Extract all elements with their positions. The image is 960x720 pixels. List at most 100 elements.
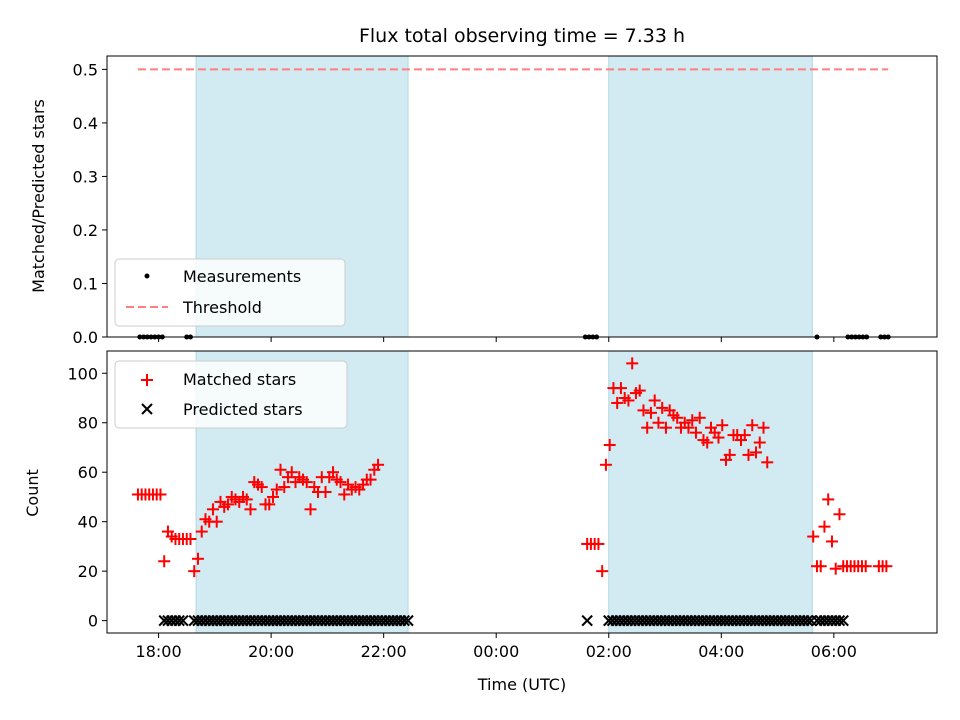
y-tick-label: 0.2	[73, 221, 98, 240]
matched-point	[659, 421, 672, 434]
matched-point	[592, 537, 605, 550]
top-panel-frame	[106, 55, 938, 338]
predicted-point	[833, 614, 846, 627]
legend-predicted-label: Predicted stars	[183, 400, 303, 419]
y-tick-label: 0.4	[73, 114, 98, 133]
predicted-point	[801, 614, 814, 627]
predicted-point	[402, 614, 414, 627]
matched-point	[689, 426, 702, 439]
matched-point	[154, 488, 167, 501]
matched-point	[814, 560, 827, 573]
top-legend: Measurements Threshold	[114, 258, 346, 327]
matched-point	[191, 552, 204, 565]
matched-point	[267, 490, 279, 503]
matched-point	[611, 396, 624, 409]
matched-point	[701, 436, 714, 449]
matched-point	[338, 488, 351, 501]
matched-point	[270, 483, 283, 496]
top-legend-box	[114, 258, 346, 327]
legend-predicted-marker	[141, 403, 153, 415]
matched-point	[742, 448, 755, 461]
matched-point	[327, 466, 340, 479]
y-tick-label: 20	[78, 562, 98, 581]
bottom-panel: 0 20 40 60 80 100 18:00 20:00 22:00 00:00 02:00 04…	[23, 350, 938, 694]
matched-point	[880, 560, 893, 573]
x-tick-label: 20:00	[248, 642, 294, 661]
y-tick-label: 100	[67, 364, 98, 383]
matched-point	[723, 448, 736, 461]
y-tick-label: 0.1	[73, 274, 98, 293]
matched-point	[829, 562, 842, 575]
matched-point	[300, 476, 313, 489]
matched-point	[686, 414, 699, 427]
predicted-point	[177, 614, 189, 627]
top-y-axis-label: Matched/Predicted stars	[29, 99, 48, 293]
matched-point	[319, 486, 332, 498]
legend-measurements-label: Measurements	[183, 267, 301, 286]
matched-point	[206, 503, 219, 516]
matched-point	[221, 498, 234, 511]
matched-point	[195, 525, 208, 538]
matched-point	[637, 404, 650, 417]
matched-point	[278, 481, 291, 494]
matched-point	[644, 406, 657, 419]
legend-matched-label: Matched stars	[183, 370, 296, 389]
predicted-point	[398, 614, 411, 627]
matched-point	[761, 456, 774, 469]
matched-point	[633, 384, 646, 397]
top-panel: 0.0 0.1 0.2 0.3 0.4 0.5 Matched/Predicted sta…	[29, 55, 938, 347]
matched-point	[693, 411, 706, 424]
matched-point	[626, 357, 639, 370]
bottom-legend-box	[114, 360, 348, 429]
matched-point	[753, 436, 766, 449]
bottom-legend: Matched stars Predicted stars	[114, 360, 348, 429]
y-tick-label: 0.5	[73, 60, 98, 79]
chart-title: Flux total observing time = 7.33 h	[359, 25, 685, 47]
matched-point	[712, 431, 725, 444]
matched-point	[285, 466, 298, 479]
legend-measurements-marker	[144, 273, 150, 279]
matched-point	[304, 503, 317, 516]
matched-point	[255, 481, 268, 494]
legend-threshold-label: Threshold	[182, 298, 262, 317]
matched-point	[757, 421, 770, 434]
matched-point	[274, 463, 287, 476]
legend-matched-marker	[141, 374, 153, 386]
matched-point	[671, 411, 684, 424]
matched-point	[622, 394, 635, 407]
matched-point	[603, 439, 616, 451]
matched-point	[158, 555, 171, 568]
y-tick-label: 0	[88, 612, 98, 631]
y-tick-label: 40	[78, 513, 98, 532]
matched-point	[807, 530, 820, 543]
matched-point	[210, 515, 223, 528]
predicted-point	[837, 614, 849, 627]
matched-point	[833, 508, 846, 521]
matched-point	[614, 382, 627, 395]
x-axis-label: Time (UTC)	[477, 675, 566, 694]
matched-point	[599, 458, 612, 471]
matched-point	[818, 520, 831, 533]
matched-point	[652, 416, 665, 429]
matched-point	[682, 421, 695, 434]
matched-point	[263, 498, 276, 511]
matched-point	[240, 493, 253, 506]
matched-point	[746, 419, 759, 432]
bottom-panel-frame	[106, 350, 938, 634]
observing-interval-shade	[608, 55, 813, 338]
matched-point	[822, 493, 835, 506]
y-tick-label: 0.3	[73, 167, 98, 186]
matched-point	[188, 565, 201, 578]
matched-point	[749, 446, 762, 459]
matched-point	[641, 421, 654, 434]
matched-point	[334, 476, 347, 489]
matched-point	[716, 419, 729, 432]
x-tick-label: 00:00	[473, 642, 519, 661]
matched-point	[372, 458, 385, 471]
matched-point	[859, 560, 872, 573]
matched-point	[244, 503, 257, 516]
x-tick-label: 04:00	[698, 642, 744, 661]
predicted-point	[581, 614, 593, 627]
bottom-y-axis-label: Count	[23, 469, 42, 517]
